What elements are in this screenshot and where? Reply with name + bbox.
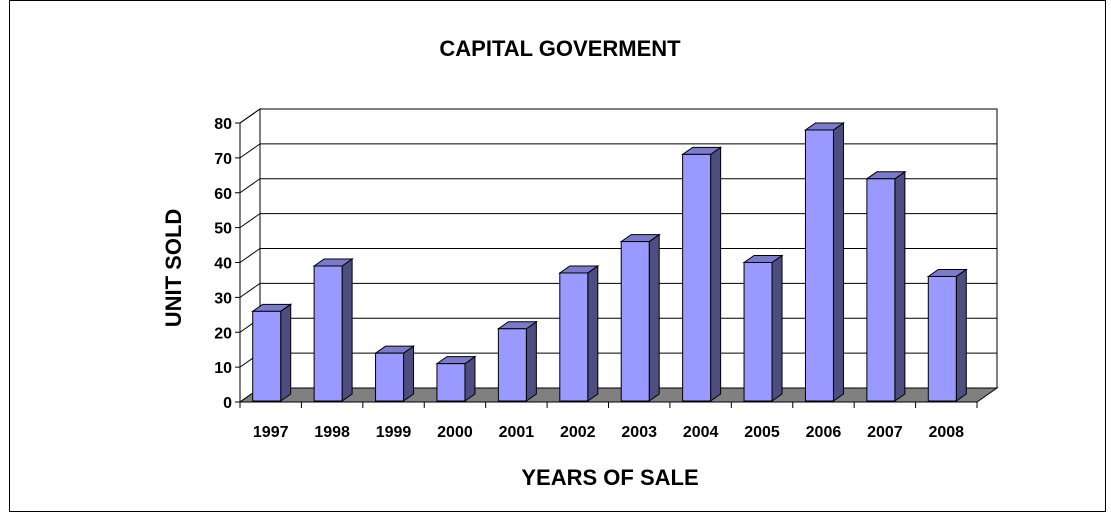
x-tick-label: 2007	[867, 424, 903, 441]
x-axis-title: YEARS OF SALE	[521, 465, 698, 490]
bar-front	[436, 363, 466, 402]
bar-front	[559, 272, 589, 402]
bar-side	[955, 268, 967, 402]
bar	[742, 254, 784, 402]
x-tick-label: 1997	[253, 424, 289, 441]
bar-front	[375, 352, 405, 402]
bar-side	[525, 320, 537, 402]
gridline-side	[239, 248, 261, 263]
x-tick-label: 2001	[499, 424, 535, 441]
chart-title: CAPITAL GOVERMENT	[439, 36, 681, 61]
x-tick-label: 2002	[560, 424, 596, 441]
bar-front	[252, 310, 282, 402]
bar	[251, 303, 293, 402]
bar	[926, 268, 968, 402]
gridline-side	[239, 178, 261, 194]
bar	[312, 258, 354, 402]
bar-front	[804, 129, 834, 402]
bar	[619, 233, 661, 402]
bar-side	[464, 355, 476, 402]
y-tick-label: 30	[214, 290, 232, 307]
y-tick-label: 0	[223, 395, 232, 412]
bar-side	[403, 345, 415, 402]
bar	[865, 170, 907, 402]
bar-front	[313, 265, 343, 402]
bar-front	[497, 328, 527, 402]
y-axis-title: UNIT SOLD	[161, 209, 186, 328]
bar	[435, 355, 477, 402]
bar-front	[866, 178, 896, 402]
plot-area: 0 10 20 30 40 50 60 70 80 1997 1998 1999 2000 2001 200…	[214, 108, 999, 441]
y-tick-label: 70	[214, 151, 232, 168]
bar	[558, 265, 600, 402]
y-tick-label: 40	[214, 256, 232, 273]
bar	[496, 320, 538, 402]
bar-front	[620, 241, 650, 402]
bar-side	[280, 303, 292, 402]
y-tick-label: 10	[214, 360, 232, 377]
gridline-side	[239, 213, 261, 229]
x-tick-label: 2008	[928, 424, 964, 441]
x-tick-label: 1999	[376, 424, 412, 441]
gridline-side	[239, 108, 261, 124]
bar-side	[587, 265, 599, 402]
bar	[373, 345, 416, 402]
y-tick-label: 80	[214, 116, 232, 133]
x-tick-label: 2005	[744, 424, 780, 441]
x-tick-label: 2006	[806, 424, 842, 441]
x-tick-label: 2004	[683, 424, 719, 441]
bar-front	[743, 262, 773, 402]
gridline-side	[239, 143, 261, 159]
x-tick-label: 2003	[621, 424, 657, 441]
y-tick-label: 50	[214, 221, 232, 238]
y-tick-label: 20	[214, 325, 232, 342]
bar-side	[648, 233, 660, 402]
x-tick-label: 1998	[314, 424, 350, 441]
bar-side	[771, 254, 783, 402]
y-tick-label: 60	[214, 186, 232, 203]
bar-front	[682, 153, 712, 402]
bar	[803, 122, 846, 402]
bar-front	[927, 275, 957, 402]
bar-side	[832, 122, 844, 402]
x-tick-label: 2000	[437, 424, 473, 441]
bar	[681, 146, 723, 402]
bar-side	[894, 170, 906, 402]
bar-side	[341, 258, 353, 402]
gridline-side	[239, 282, 261, 298]
bar-side	[710, 146, 722, 402]
